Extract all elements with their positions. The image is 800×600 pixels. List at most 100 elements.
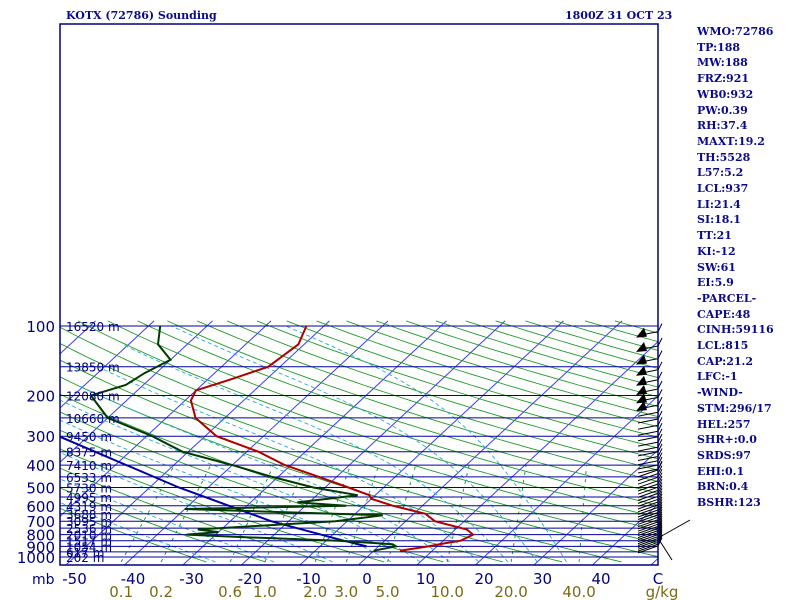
- index-item: MAXT:19.2: [697, 134, 765, 148]
- index-item: LCL:815: [697, 339, 749, 353]
- dry-adiabat: [197, 320, 658, 471]
- wind-barb: [637, 451, 659, 457]
- mixing-ratio-line: [160, 464, 212, 563]
- temperature-trace: [189, 325, 475, 552]
- wind-barb-flag: [636, 393, 647, 404]
- sounding-title: KOTX (72786) Sounding: [66, 9, 217, 22]
- temperature-tick-label: -40: [121, 570, 146, 588]
- dry-adiabat: [60, 393, 563, 563]
- index-item: HEL:257: [697, 417, 751, 431]
- pressure-tick-label: 800: [26, 527, 55, 545]
- wind-barb: [637, 545, 659, 554]
- isotherm-line: [533, 449, 658, 565]
- height-label: 4319 m: [66, 500, 112, 514]
- wind-barb: [637, 519, 659, 528]
- temperature-tick-label: C: [653, 570, 663, 588]
- mixing-ratio-tick-label: 10.0: [430, 583, 463, 600]
- index-item: TT:21: [697, 229, 732, 243]
- pressure-tick-label: 400: [26, 457, 55, 475]
- height-label: 2010 m: [66, 529, 112, 543]
- dry-adiabat: [60, 487, 266, 563]
- dry-adiabat: [137, 320, 658, 494]
- mixing-ratio-tick-label: g/kg: [646, 583, 679, 600]
- temperature-tick-label: -20: [238, 570, 263, 588]
- moist-adiabat: [171, 325, 538, 563]
- plot-frame: [59, 23, 659, 566]
- dry-adiabat: [60, 448, 385, 563]
- mixing-ratio-tick-label: 2.0: [303, 583, 327, 600]
- wind-barb: [637, 528, 659, 536]
- moist-adiabat: [60, 478, 275, 563]
- index-item: LCL:937: [697, 182, 749, 196]
- pressure-tick-label: 900: [26, 538, 55, 556]
- dry-adiabat: [60, 376, 622, 563]
- height-label: 7410 m: [66, 459, 112, 473]
- dry-adiabat: [107, 320, 658, 506]
- mixing-ratio-line: [314, 464, 352, 563]
- wind-barb: [637, 514, 659, 523]
- dry-adiabat: [60, 326, 658, 531]
- isotherm-line: [474, 395, 658, 565]
- dry-adiabat: [226, 320, 658, 460]
- wind-barb: [637, 441, 659, 447]
- wind-barb: [637, 424, 659, 430]
- mixing-ratio-tick-label: 40.0: [562, 583, 595, 600]
- height-label: 8375 m: [66, 446, 112, 460]
- index-item: WMO:72786: [697, 25, 774, 38]
- wind-barb: [637, 538, 659, 546]
- wind-barb: [637, 523, 659, 532]
- index-item: STM:296/17: [697, 401, 772, 415]
- index-item: KI:-12: [697, 244, 736, 258]
- wind-barb: [637, 541, 659, 550]
- temperature-tick-label: -10: [296, 570, 321, 588]
- mixing-ratio-line: [120, 464, 175, 563]
- mixing-ratio-tick-label: 0.1: [109, 583, 133, 600]
- wind-barb-flag: [636, 385, 647, 395]
- isotherm-line: [591, 503, 658, 565]
- height-label: 10660 m: [66, 412, 120, 426]
- height-label: 1517 m: [66, 535, 112, 549]
- index-item: LI:21.4: [697, 197, 741, 211]
- isotherm-line: [357, 320, 623, 565]
- index-item: TH:5528: [697, 150, 751, 164]
- index-item: -PARCEL-: [697, 291, 757, 305]
- wind-barb: [637, 418, 659, 424]
- temperature-tick-label: -30: [179, 570, 204, 588]
- wind-barb: [637, 483, 659, 492]
- height-label: 12080 m: [66, 390, 120, 404]
- mixing-ratio-tick-label: 0.6: [218, 583, 242, 600]
- wind-barb-flag: [636, 401, 647, 412]
- dry-adiabat: [286, 320, 658, 438]
- temperature-tick-label: -50: [62, 570, 87, 588]
- height-label: 202 m: [66, 551, 104, 565]
- height-label: 1054 m: [66, 540, 112, 554]
- height-label: 16520 m: [66, 320, 120, 334]
- wind-barb: [637, 492, 659, 501]
- wind-barb: [637, 476, 659, 485]
- wind-barb: [637, 532, 659, 541]
- dewpoint-trace: [89, 325, 399, 552]
- moist-adiabat: [60, 399, 421, 563]
- wind-barb: [637, 468, 659, 474]
- height-label: 3688 m: [66, 508, 112, 522]
- plot-background: [60, 24, 658, 565]
- pressure-tick-label: 200: [26, 388, 55, 406]
- pressure-unit-label: mb: [32, 572, 55, 588]
- pressure-tick-label: 500: [26, 480, 55, 498]
- dry-adiabat: [60, 507, 207, 563]
- wind-barb: [637, 509, 659, 518]
- index-item: CAPE:48: [697, 307, 751, 321]
- wind-barb-flag: [636, 375, 647, 386]
- mixing-ratio-line: [345, 464, 380, 563]
- wind-barb: [637, 521, 659, 530]
- wind-barb-flag: [636, 342, 647, 352]
- dry-adiabat: [60, 411, 503, 563]
- indices-panel: WMO:72786 TP:188 MW:188 FRZ:921 WB0:932 PW:0.…: [697, 24, 797, 511]
- height-label: 3095 m: [66, 515, 112, 529]
- index-item: SHR+:0.0: [697, 433, 757, 447]
- wind-barb: [637, 446, 659, 452]
- moist-adiabat: [285, 325, 567, 563]
- temperature-tick-label: 20: [474, 570, 493, 588]
- wind-barb: [637, 506, 659, 515]
